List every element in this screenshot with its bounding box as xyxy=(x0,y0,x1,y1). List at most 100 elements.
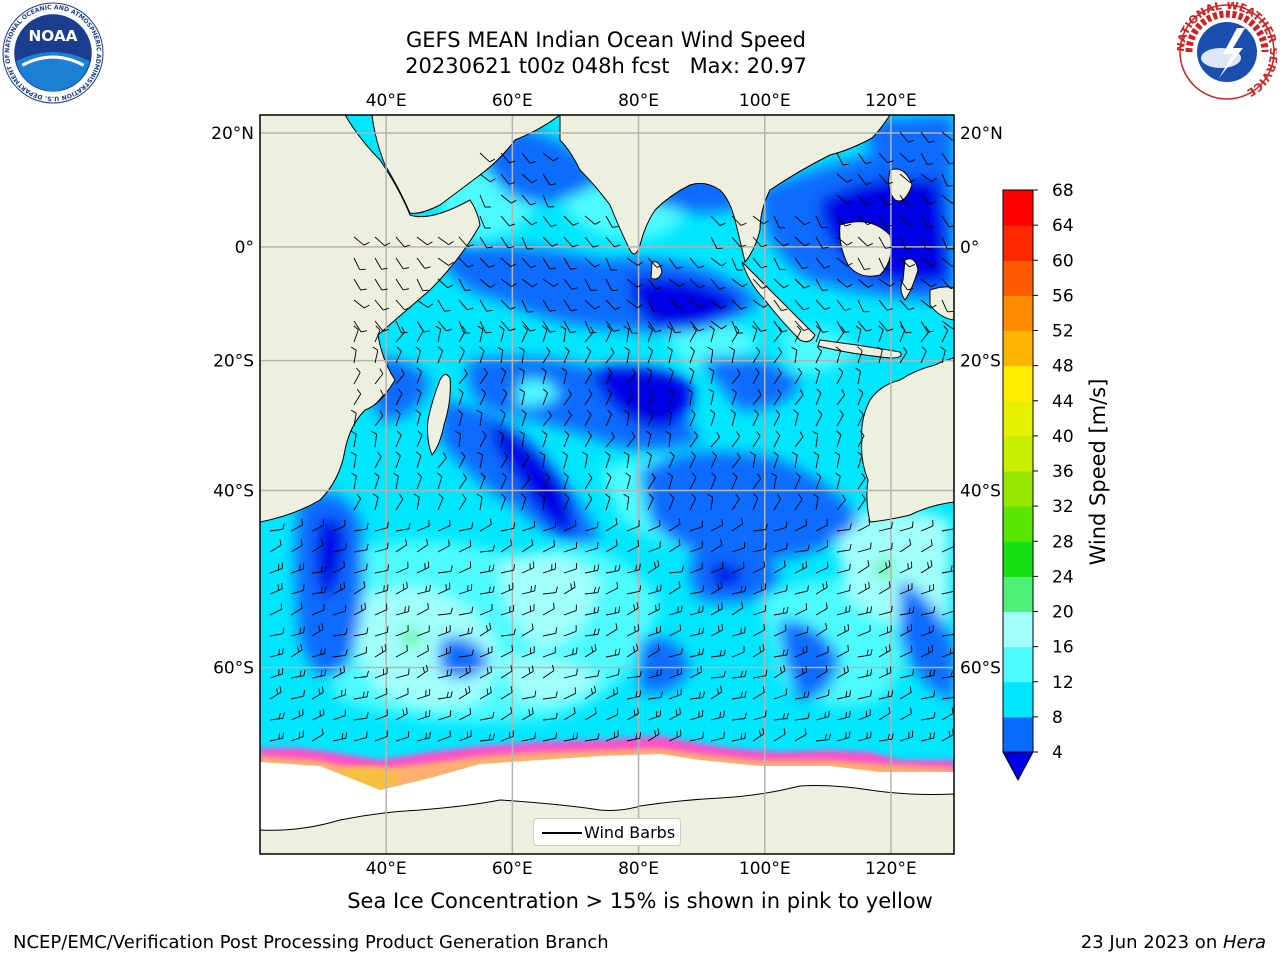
wind-barb xyxy=(773,347,783,364)
wind-barb xyxy=(353,320,368,333)
wind-barb xyxy=(815,581,828,595)
wind-barb xyxy=(269,562,283,574)
wind-barb xyxy=(646,451,652,469)
wind-barb xyxy=(773,278,790,289)
wind-barb xyxy=(415,346,421,364)
wind-barb xyxy=(353,712,369,721)
wind-barb xyxy=(647,257,663,268)
wind-barb xyxy=(751,325,758,343)
wind-barb xyxy=(857,388,864,406)
wind-barb xyxy=(374,389,384,406)
wind-barb xyxy=(374,410,384,427)
wind-barb xyxy=(815,646,829,658)
colorbar-tick-label: 68 xyxy=(1052,181,1074,201)
wind-barb xyxy=(668,707,681,721)
wind-barb xyxy=(857,236,874,247)
wind-barb xyxy=(311,686,324,700)
wind-barb xyxy=(497,430,504,448)
wind-barb xyxy=(857,606,873,616)
wind-barb xyxy=(689,325,697,343)
wind-barb xyxy=(689,732,704,742)
wind-barb xyxy=(584,644,597,658)
wind-barb xyxy=(479,711,495,721)
wind-barb xyxy=(836,367,844,385)
wind-barb xyxy=(668,729,682,742)
wind-barb xyxy=(773,430,781,448)
lon-label-top: 40°E xyxy=(366,91,407,111)
wind-barb xyxy=(773,688,787,700)
map-gridlines xyxy=(260,115,954,854)
wind-barb xyxy=(563,278,578,290)
wind-barb xyxy=(605,409,613,427)
wind-barb xyxy=(311,538,324,553)
wind-barb xyxy=(542,627,558,637)
wind-barb xyxy=(353,731,368,742)
wind-barb xyxy=(626,278,643,288)
wind-barb xyxy=(794,544,810,553)
wind-barb xyxy=(878,690,894,700)
noaa-logo: NOAA NATIONAL OCEANIC AND ATMOSPHERIC AD… xyxy=(2,2,104,104)
wind-barb xyxy=(521,152,536,164)
wind-barb xyxy=(416,388,422,406)
wind-barb xyxy=(542,320,556,333)
wind-barb xyxy=(626,732,642,742)
wind-barb xyxy=(647,278,662,290)
wind-barb xyxy=(290,708,304,721)
wind-barb xyxy=(710,236,723,250)
wind-barb xyxy=(458,626,473,637)
wind-barb xyxy=(542,299,556,312)
wind-barb xyxy=(899,645,913,658)
wind-barb xyxy=(521,623,534,637)
wind-barb xyxy=(415,451,422,469)
wind-barb xyxy=(500,538,513,553)
colorbar-tick-label: 12 xyxy=(1052,673,1074,693)
wind-barb xyxy=(479,686,492,700)
wind-barb xyxy=(752,430,761,448)
colorbar-segment xyxy=(1003,716,1033,753)
wind-barb xyxy=(521,257,537,269)
wind-barb xyxy=(878,666,892,679)
wind-barb xyxy=(605,708,619,721)
wind-barb xyxy=(794,472,801,490)
wind-barb xyxy=(707,346,714,364)
wind-barb xyxy=(625,472,631,490)
wind-barb xyxy=(941,257,954,267)
wind-barb xyxy=(437,625,451,637)
wind-barb xyxy=(311,708,325,721)
wind-barb xyxy=(626,368,636,385)
wind-barb xyxy=(836,584,851,595)
wind-barb xyxy=(752,493,759,511)
wind-barb xyxy=(374,564,390,574)
wind-barb xyxy=(752,605,767,616)
wind-barb xyxy=(605,367,613,385)
wind-barb xyxy=(311,565,327,574)
wind-barb xyxy=(518,346,525,364)
colorbar-label: Wind Speed [m/s] xyxy=(1086,379,1110,566)
wind-barb xyxy=(605,320,620,332)
wind-barb xyxy=(437,346,444,364)
wind-barb xyxy=(395,368,405,385)
wind-barb xyxy=(416,584,431,595)
wind-barb xyxy=(584,346,592,364)
wind-barb xyxy=(857,709,871,721)
wind-barb xyxy=(731,431,741,448)
wind-barb xyxy=(626,563,641,574)
wind-barb xyxy=(332,628,348,637)
wind-barb xyxy=(941,173,954,187)
lon-label-bottom: 60°E xyxy=(492,859,533,879)
wind-barb xyxy=(689,299,706,309)
wind-barb xyxy=(855,367,862,385)
wind-barb xyxy=(710,649,726,658)
wind-barb xyxy=(521,278,538,288)
wind-barb xyxy=(920,346,927,364)
wind-barb xyxy=(857,257,871,270)
wind-barb xyxy=(584,388,593,406)
colorbar-tick-label: 8 xyxy=(1052,708,1063,728)
wind-barb xyxy=(374,584,389,595)
wind-barb xyxy=(857,320,872,332)
wind-barb xyxy=(920,539,933,553)
wind-barb xyxy=(332,543,347,553)
wind-barb xyxy=(311,647,326,658)
wind-barb xyxy=(605,518,618,532)
